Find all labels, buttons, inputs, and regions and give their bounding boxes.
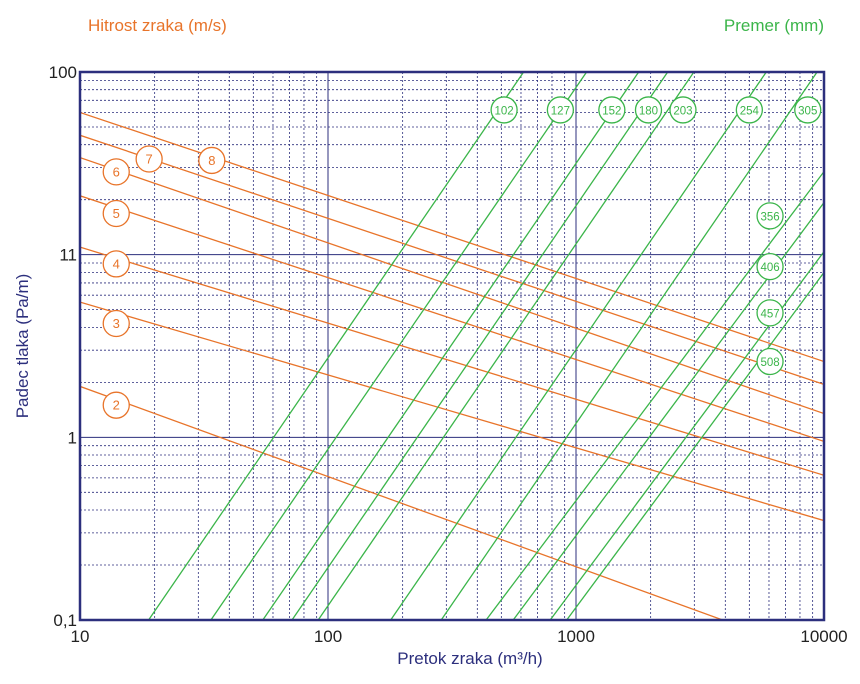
velocity-label-circle xyxy=(102,199,130,228)
diameter-label-text: 406 xyxy=(760,262,779,274)
series-lines xyxy=(80,72,824,620)
velocity-label-circle xyxy=(198,146,226,175)
velocity-line-3 xyxy=(80,301,824,522)
velocity-label-8: 8 xyxy=(198,146,226,175)
diameter-header: Premer (mm) xyxy=(723,16,824,35)
diameter-label-circle xyxy=(756,299,784,327)
velocity-header: Hitrost zraka (m/s) xyxy=(88,16,227,35)
velocity-line-5 xyxy=(80,195,824,443)
diameter-label-text: 508 xyxy=(760,357,779,369)
diameter-label-203: 203 xyxy=(669,96,697,124)
diameter-label-406: 406 xyxy=(756,252,784,281)
velocity-label-3: 3 xyxy=(102,309,130,338)
diameter-label-circle xyxy=(756,347,784,376)
diameter-label-text: 457 xyxy=(760,308,779,320)
velocity-label-text: 2 xyxy=(113,398,120,413)
velocity-line-7 xyxy=(80,134,824,386)
velocity-label-circle xyxy=(102,391,130,419)
velocity-label-text: 3 xyxy=(113,316,120,331)
diameter-label-text: 203 xyxy=(673,105,692,117)
x-tick-label: 1000 xyxy=(557,627,595,646)
diameter-label-circle xyxy=(794,96,822,124)
velocity-label-text: 7 xyxy=(146,151,153,166)
diameter-label-circle xyxy=(598,96,626,124)
diameter-label-circle xyxy=(490,96,518,124)
diameter-label-254: 254 xyxy=(735,96,763,124)
diameter-line-102 xyxy=(148,72,525,620)
x-axis-title: Pretok zraka (m³/h) xyxy=(397,649,542,668)
diameter-label-text: 152 xyxy=(602,105,621,117)
velocity-label-text: 6 xyxy=(113,164,120,179)
diameter-label-text: 254 xyxy=(740,105,760,117)
diameter-label-circle xyxy=(546,96,575,124)
series-labels: 2 3 4 5 6 7 8 102 127 152 180 203 254 305 356 406 457 508 xyxy=(102,96,822,419)
diameter-label-text: 180 xyxy=(639,105,658,117)
diameter-label-508: 508 xyxy=(756,347,784,376)
y-tick-label: 100 xyxy=(49,63,77,82)
diameter-label-180: 180 xyxy=(634,96,663,124)
diameter-label-152: 152 xyxy=(598,96,626,124)
diameter-label-text: 127 xyxy=(551,105,570,117)
velocity-label-7: 7 xyxy=(135,145,163,173)
diameter-label-457: 457 xyxy=(756,299,784,327)
diameter-label-305: 305 xyxy=(794,96,822,124)
diameter-line-305 xyxy=(440,72,818,620)
x-tick-label: 10000 xyxy=(800,627,847,646)
diameter-line-508 xyxy=(566,272,824,620)
diameter-line-254 xyxy=(390,72,767,620)
y-tick-label: 1 xyxy=(68,428,77,447)
diameter-label-356: 356 xyxy=(756,202,784,230)
diameter-label-text: 102 xyxy=(495,105,514,117)
velocity-line-2 xyxy=(80,385,723,620)
velocity-label-text: 5 xyxy=(113,206,120,221)
diameter-label-102: 102 xyxy=(490,96,518,124)
diameter-label-circle xyxy=(756,202,784,230)
y-tick-label: 0,1 xyxy=(53,611,77,630)
velocity-label-text: 8 xyxy=(208,153,215,168)
diameter-label-text: 305 xyxy=(798,105,817,117)
diameter-label-circle xyxy=(634,96,663,124)
diameter-line-203 xyxy=(317,72,695,620)
diameter-line-356 xyxy=(485,171,824,620)
velocity-label-5: 5 xyxy=(102,199,130,228)
y-axis-title: Padec tlaka (Pa/m) xyxy=(13,274,32,419)
plot-frame xyxy=(78,70,826,622)
velocity-label-circle xyxy=(102,309,130,338)
velocity-label-circle xyxy=(135,145,163,173)
diameter-label-circle xyxy=(669,96,697,124)
velocity-label-2: 2 xyxy=(102,391,130,419)
diameter-label-circle xyxy=(735,96,763,124)
x-tick-label: 10 xyxy=(71,627,90,646)
diameter-line-180 xyxy=(291,72,669,620)
velocity-label-6: 6 xyxy=(102,158,130,186)
x-tick-label: 100 xyxy=(314,627,342,646)
velocity-line-6 xyxy=(80,156,824,415)
diameter-label-text: 356 xyxy=(760,211,779,223)
velocity-label-text: 4 xyxy=(113,256,120,271)
velocity-label-circle xyxy=(102,250,130,278)
grid xyxy=(80,72,824,620)
diameter-line-152 xyxy=(262,72,640,620)
diameter-line-127 xyxy=(210,72,588,620)
velocity-line-4 xyxy=(80,246,824,476)
y-tick-label: 11 xyxy=(59,246,77,265)
diameter-label-circle xyxy=(756,252,784,281)
velocity-label-4: 4 xyxy=(102,250,130,278)
velocity-label-circle xyxy=(102,158,130,186)
diameter-label-127: 127 xyxy=(546,96,575,124)
